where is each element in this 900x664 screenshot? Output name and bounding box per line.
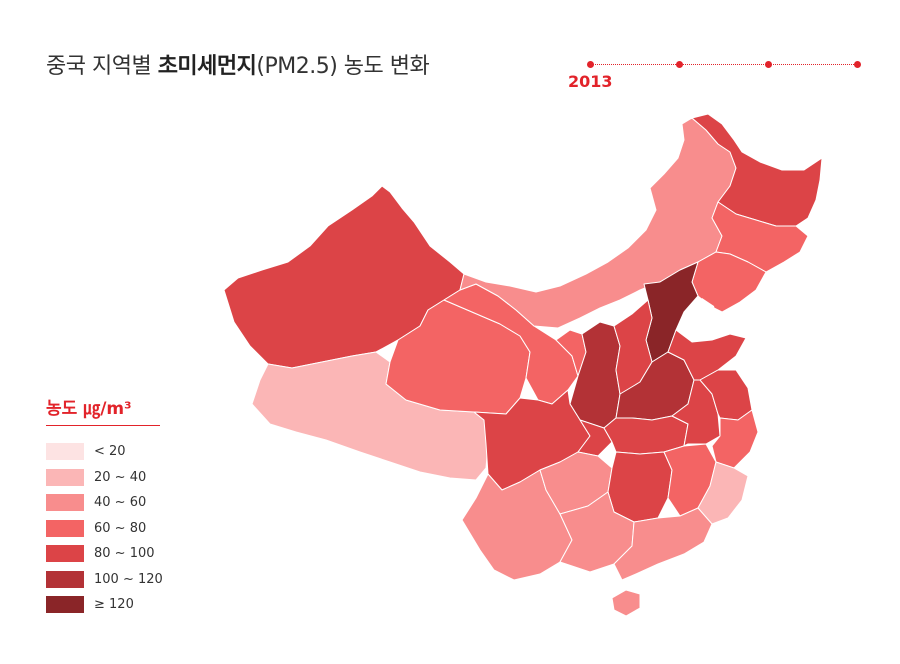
region-zhejiang[interactable]: [711, 409, 759, 469]
legend-item: 20 ~ 40: [46, 465, 176, 491]
legend-item: 80 ~ 100: [46, 541, 176, 567]
legend-item: 60 ~ 80: [46, 516, 176, 542]
legend-swatch: [46, 596, 84, 614]
timeline-dot[interactable]: [854, 61, 861, 68]
legend-items: < 20 20 ~ 40 40 ~ 60 60 ~ 80 80 ~ 100 10…: [46, 439, 176, 618]
legend-label: 40 ~ 60: [94, 495, 147, 511]
timeline-dot[interactable]: [676, 61, 683, 68]
legend-swatch: [46, 468, 84, 486]
legend-label: 100 ~ 120: [94, 571, 163, 587]
region-hunan[interactable]: [607, 451, 673, 523]
region-shandong[interactable]: [667, 329, 747, 381]
region-anhui[interactable]: [671, 379, 721, 447]
timeline-dot[interactable]: [587, 61, 594, 68]
legend-item: 40 ~ 60: [46, 490, 176, 516]
legend: 농도 ㎍/m³ < 20 20 ~ 40 40 ~ 60 60 ~ 80 80 …: [46, 394, 176, 618]
legend-item: 100 ~ 120: [46, 567, 176, 593]
region-hainan[interactable]: [611, 589, 641, 617]
legend-label: 80 ~ 100: [94, 546, 155, 562]
legend-swatch: [46, 519, 84, 537]
timeline-line: [590, 64, 858, 65]
title-prefix: 중국 지역별: [46, 54, 158, 79]
legend-swatch: [46, 545, 84, 563]
page-title: 중국 지역별 초미세먼지(PM2.5) 농도 변화: [46, 48, 430, 80]
legend-swatch: [46, 494, 84, 512]
region-fujian[interactable]: [697, 461, 749, 525]
region-heilongjiang[interactable]: [691, 113, 823, 227]
title-suffix: (PM2.5) 농도 변화: [256, 54, 430, 79]
timeline-dot[interactable]: [765, 61, 772, 68]
region-jilin[interactable]: [711, 201, 809, 273]
region-guangdong[interactable]: [613, 507, 713, 581]
legend-label: < 20: [94, 444, 126, 460]
legend-label: 20 ~ 40: [94, 469, 147, 485]
year-timeline: 2013: [568, 52, 880, 96]
legend-label: ≥ 120: [94, 597, 134, 613]
legend-item: < 20: [46, 439, 176, 465]
legend-swatch: [46, 570, 84, 588]
title-bold: 초미세먼지: [157, 54, 257, 79]
legend-label: 60 ~ 80: [94, 520, 147, 536]
timeline-year: 2013: [568, 72, 613, 91]
legend-title: 농도 ㎍/m³: [46, 394, 160, 426]
legend-swatch: [46, 443, 84, 461]
bohai-sea: [692, 298, 718, 332]
legend-item: ≥ 120: [46, 592, 176, 618]
